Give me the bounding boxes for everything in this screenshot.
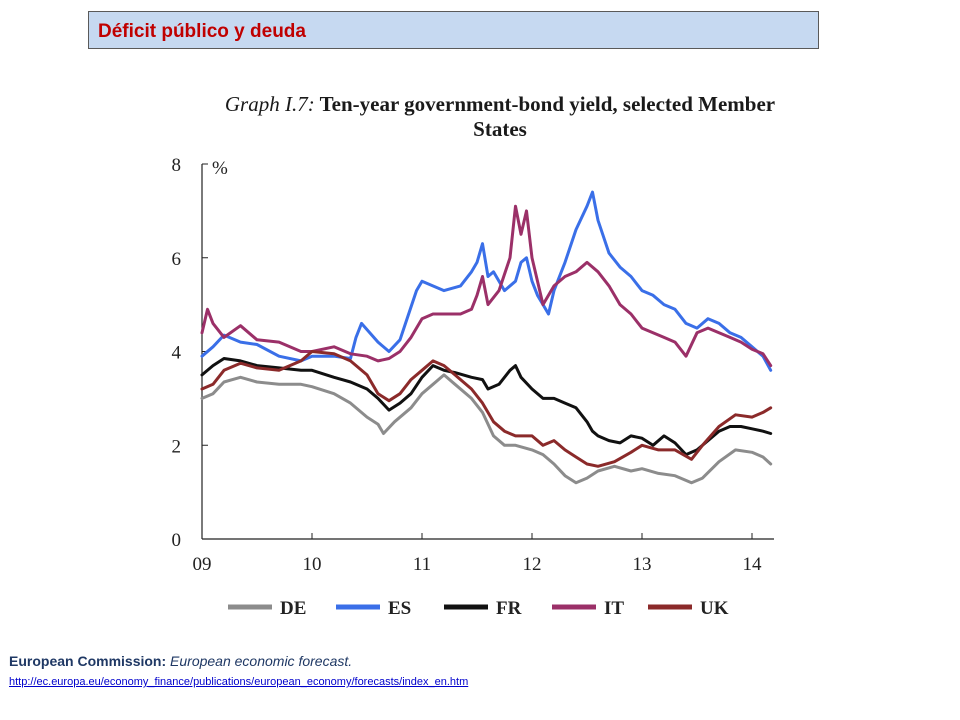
x-tick-label: 11: [413, 554, 431, 575]
series-line-uk: [200, 350, 773, 468]
x-tick-label: 09: [193, 554, 212, 575]
series-line-it: [200, 204, 773, 368]
y-tick-label: 2: [172, 436, 182, 457]
y-tick-label: 8: [172, 155, 182, 176]
series-line-fr: [200, 357, 773, 457]
y-axis-unit-label: %: [212, 158, 228, 179]
chart-title-text: Ten-year government-bond yield, selected…: [319, 92, 776, 141]
series-line-de: [200, 373, 773, 485]
x-tick-label: 10: [303, 554, 322, 575]
legend-label-de: DE: [280, 598, 306, 619]
header-title-box: Déficit público y deuda: [88, 11, 819, 49]
legend-label-uk: UK: [700, 598, 729, 619]
legend-label-fr: FR: [496, 598, 522, 619]
header-title: Déficit público y deuda: [98, 21, 306, 42]
source-link[interactable]: http://ec.europa.eu/economy_finance/publ…: [9, 676, 469, 688]
x-tick-label: 13: [633, 554, 652, 575]
source-label: European Commission:: [9, 653, 167, 669]
x-tick-label: 12: [523, 554, 542, 575]
y-tick-label: 0: [172, 530, 182, 551]
y-tick-label: 6: [172, 249, 182, 270]
chart-title: Graph I.7: Ten-year government-bond yiel…: [200, 92, 800, 142]
chart-title-prefix: Graph I.7:: [224, 92, 315, 116]
y-tick-label: 4: [172, 343, 182, 364]
source-citation: European Commission: European economic f…: [9, 653, 352, 669]
legend-label-es: ES: [388, 598, 411, 619]
series-line-es: [200, 190, 773, 372]
x-tick-label: 14: [743, 554, 763, 575]
legend-label-it: IT: [604, 598, 624, 619]
yield-chart: 0 2 4 6 8 % 09 10 11 12 13 14 DE ES FR IT UK: [172, 155, 774, 619]
source-title: European economic forecast.: [170, 653, 353, 669]
